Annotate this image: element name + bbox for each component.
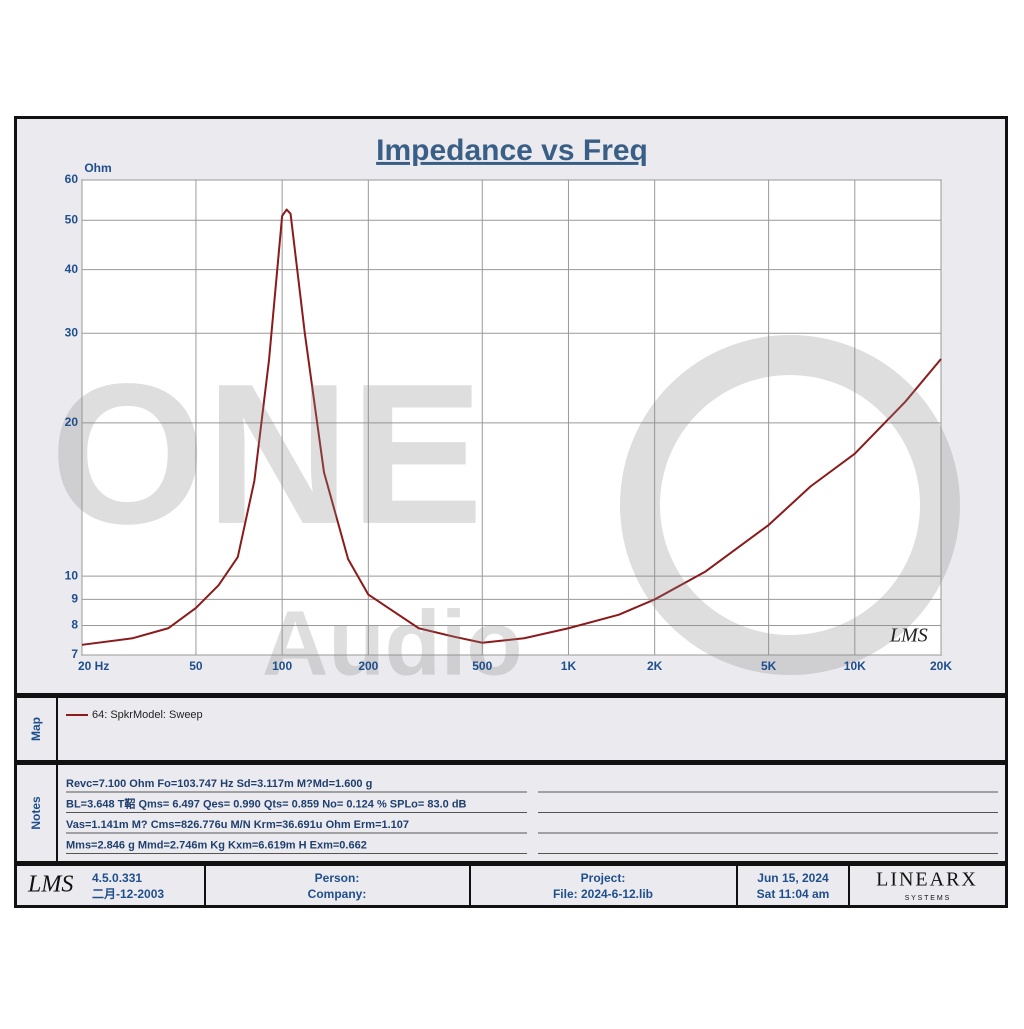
file: File: 2024-6-12.lib — [553, 887, 653, 901]
y-tick-label: 9 — [71, 592, 78, 606]
footer-logo: LMS — [27, 872, 73, 898]
date: Jun 15, 2024 — [757, 871, 829, 885]
time: Sat 11:04 am — [757, 887, 830, 901]
map-panel — [17, 698, 1005, 760]
project: Project: — [581, 871, 626, 885]
brand-sub: S Y S T E M S — [905, 895, 950, 902]
y-tick-label: 50 — [65, 212, 79, 226]
footer-panel — [17, 866, 1005, 905]
x-tick-label: 10K — [844, 659, 866, 673]
x-tick-label: 20 Hz — [78, 659, 109, 673]
y-tick-label: 8 — [71, 618, 78, 632]
x-tick-label: 5K — [761, 659, 777, 673]
version-date: 二月-12-2003 — [92, 887, 164, 901]
brand: LINEARX — [876, 869, 978, 891]
x-tick-label: 20K — [930, 659, 952, 673]
map-label: Map — [29, 717, 43, 741]
y-tick-label: 60 — [65, 172, 79, 186]
chart-title: Impedance vs Freq — [376, 134, 648, 167]
x-tick-label: 1K — [561, 659, 577, 673]
impedance-line — [81, 208, 942, 646]
plot-logo: LMS — [889, 625, 928, 647]
company: Company: — [308, 887, 367, 901]
x-tick-label: 200 — [358, 659, 378, 673]
y-tick-label: 7 — [71, 647, 78, 661]
y-tick-label: 20 — [65, 415, 79, 429]
x-tick-label: 50 — [189, 659, 203, 673]
notes-label: Notes — [29, 796, 43, 830]
version: 4.5.0.331 — [92, 871, 142, 885]
legend-label: 64: SpkrModel: Sweep — [92, 709, 203, 721]
plot — [81, 179, 942, 656]
note-line: BL=3.648 T鞀 Qms= 6.497 Qes= 0.990 Qts= 0… — [66, 796, 467, 810]
watermark: Audio — [262, 592, 523, 694]
person: Person: — [315, 871, 360, 885]
y-tick-label: 30 — [65, 325, 79, 339]
x-tick-label: 2K — [647, 659, 663, 673]
watermark-ring — [620, 335, 960, 675]
y-tick-label: 10 — [65, 568, 79, 582]
notes: Revc=7.100 Ohm Fo=103.747 Hz Sd=3.117m M… — [66, 778, 998, 854]
x-tick-label: 100 — [272, 659, 292, 673]
watermark: ONE — [50, 343, 483, 566]
note-line: Mms=2.846 g Mmd=2.746m Kg Kxm=6.619m H E… — [66, 839, 367, 851]
y-axis-label: Ohm — [84, 161, 111, 175]
x-tick-label: 500 — [472, 659, 492, 673]
note-line: Vas=1.141m M? Cms=826.776u M/N Krm=36.69… — [66, 819, 409, 831]
note-line: Revc=7.100 Ohm Fo=103.747 Hz Sd=3.117m M… — [66, 778, 372, 790]
y-tick-label: 40 — [65, 262, 79, 276]
